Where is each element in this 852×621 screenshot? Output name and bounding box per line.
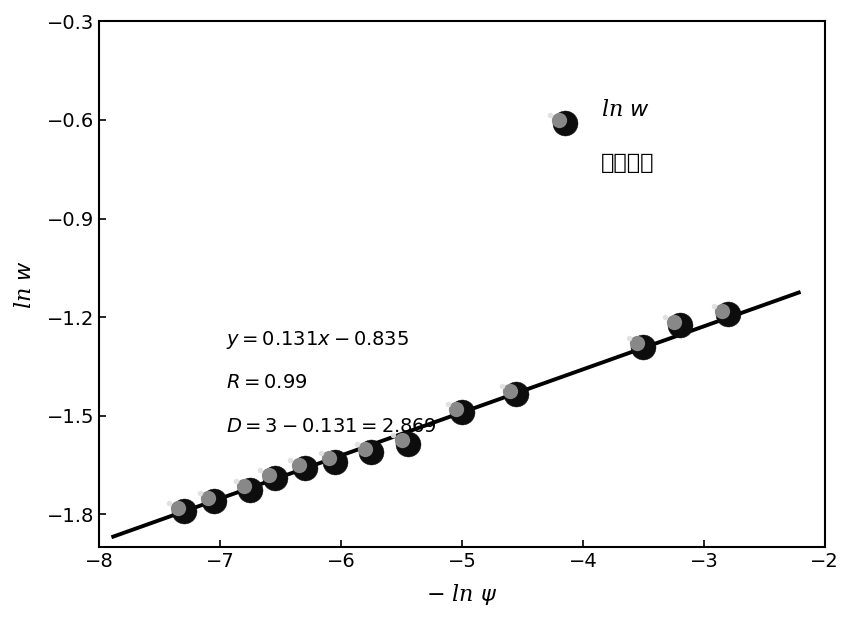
Text: $D = 3 - 0.131 = 2.869$: $D = 3 - 0.131 = 2.869$ [226,419,437,437]
Text: $R = 0.99$: $R = 0.99$ [226,374,308,392]
Text: 拟合方法: 拟合方法 [601,153,653,173]
Y-axis label: ln $w$: ln $w$ [14,260,36,309]
X-axis label: $-$ ln $\psi$: $-$ ln $\psi$ [426,582,497,607]
Text: ln $w$: ln $w$ [601,99,649,121]
Text: $y = 0.131x - 0.835$: $y = 0.131x - 0.835$ [226,329,409,351]
